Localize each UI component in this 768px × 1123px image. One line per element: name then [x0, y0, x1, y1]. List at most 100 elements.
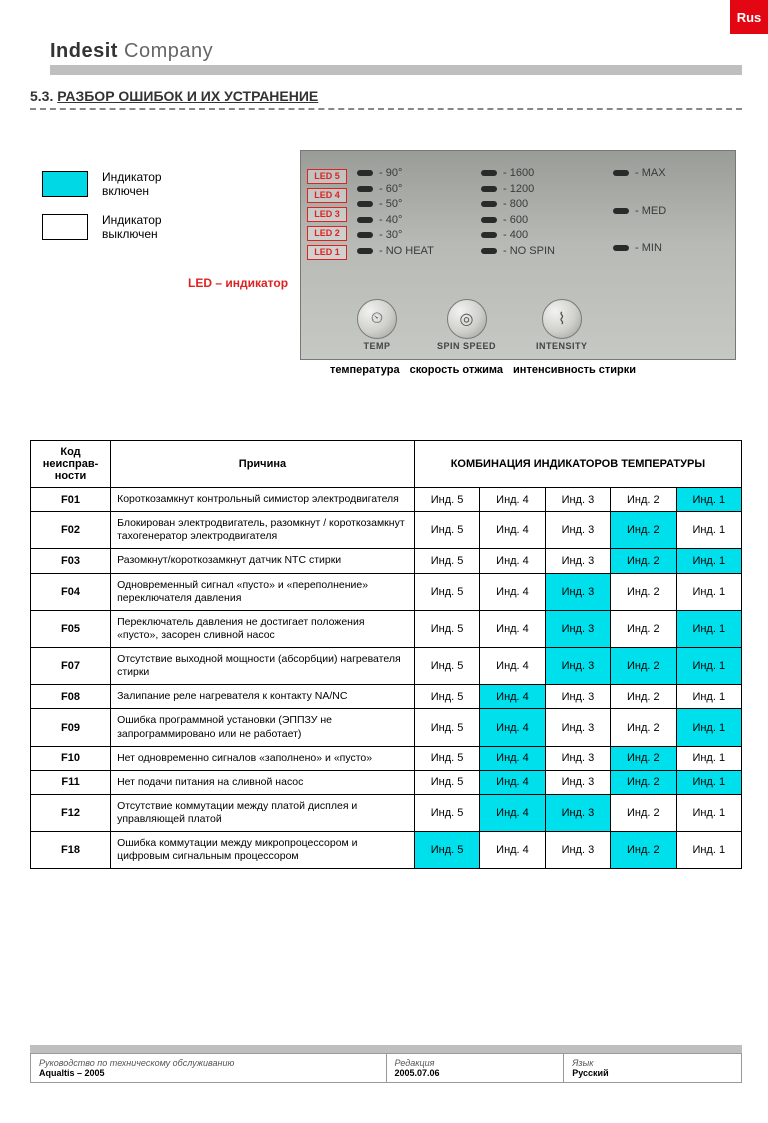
panel-value-text: - MED	[635, 205, 666, 217]
error-cause: Отсутствие выходной мощности (абсорбции)…	[111, 648, 415, 685]
error-cause: Блокирован электродвигатель, разомкнут /…	[111, 512, 415, 549]
led-dot-icon	[481, 186, 497, 192]
section-number: 5.3.	[30, 88, 53, 104]
indicator-cell: Инд. 4	[480, 512, 545, 549]
indicator-cell: Инд. 5	[414, 573, 479, 610]
footer-table: Руководство по техническому обслуживанию…	[30, 1053, 742, 1083]
knob-group: ◎ SPIN SPEED	[437, 299, 496, 351]
panel-value-row: - 1600	[481, 167, 555, 179]
legend-swatch-off	[42, 214, 88, 240]
error-cause: Переключатель давления не достигает поло…	[111, 610, 415, 647]
knob-icon: ⌇	[542, 299, 582, 339]
knob-icon: ◎	[447, 299, 487, 339]
panel-value-text: - NO HEAT	[379, 245, 434, 257]
panel-value-row: - MAX	[613, 167, 666, 179]
panel-value-row: - 1200	[481, 183, 555, 195]
led-label: LED 2	[307, 226, 347, 241]
footer-manual-label: Руководство по техническому обслуживанию	[39, 1058, 234, 1068]
indicator-cell: Инд. 2	[611, 685, 676, 709]
indicator-cell: Инд. 3	[545, 488, 610, 512]
th-cause: Причина	[111, 441, 415, 488]
footer-divider	[30, 1045, 742, 1053]
panel-value-row: - 400	[481, 229, 555, 241]
indicator-cell: Инд. 1	[676, 549, 741, 573]
table-row: F08Залипание реле нагревателя к контакту…	[31, 685, 742, 709]
indicator-cell: Инд. 1	[676, 709, 741, 746]
footer-lang: Язык Русский	[564, 1054, 742, 1083]
temp-column: - 90°- 60°- 50°- 40°- 30°- NO HEAT	[357, 167, 434, 257]
error-code: F02	[31, 512, 111, 549]
indicator-cell: Инд. 2	[611, 746, 676, 770]
error-code-table: Код неисправ-ности Причина КОМБИНАЦИЯ ИН…	[30, 440, 742, 869]
panel-value-text: - NO SPIN	[503, 245, 555, 257]
error-code: F11	[31, 770, 111, 794]
led-label-column: LED 1LED 2LED 3LED 4LED 5	[307, 169, 347, 260]
indicator-cell: Инд. 4	[480, 685, 545, 709]
indicator-cell: Инд. 2	[611, 488, 676, 512]
footer-lang-value: Русский	[572, 1068, 608, 1078]
indicator-cell: Инд. 3	[545, 512, 610, 549]
panel-value-row: - 60°	[357, 183, 434, 195]
indicator-cell: Инд. 5	[414, 610, 479, 647]
section-underline	[30, 108, 742, 110]
indicator-cell: Инд. 3	[545, 549, 610, 573]
indicator-cell: Инд. 4	[480, 794, 545, 831]
panel-value-row: - 30°	[357, 229, 434, 241]
indicator-cell: Инд. 4	[480, 770, 545, 794]
led-dot-icon	[357, 248, 373, 254]
error-cause: Залипание реле нагревателя к контакту NA…	[111, 685, 415, 709]
error-cause: Ошибка коммутации между микропроцессором…	[111, 832, 415, 869]
indicator-cell: Инд. 3	[545, 794, 610, 831]
panel-value-row: - 50°	[357, 198, 434, 210]
panel-value-row: - NO HEAT	[357, 245, 434, 257]
panel-value-text: - 30°	[379, 229, 402, 241]
led-dot-icon	[481, 170, 497, 176]
knob-label: TEMP	[363, 341, 390, 351]
indicator-cell: Инд. 5	[414, 549, 479, 573]
led-label: LED 4	[307, 188, 347, 203]
table-row: F09Ошибка программной установки (ЭППЗУ н…	[31, 709, 742, 746]
indicator-cell: Инд. 2	[611, 610, 676, 647]
th-code: Код неисправ-ности	[31, 441, 111, 488]
error-cause: Нет одновременно сигналов «заполнено» и …	[111, 746, 415, 770]
indicator-cell: Инд. 2	[611, 573, 676, 610]
error-cause: Короткозамкнут контрольный симистор элек…	[111, 488, 415, 512]
panel-value-row: - MED	[613, 205, 666, 217]
panel-value-text: - 400	[503, 229, 528, 241]
error-cause: Разомкнут/короткозамкнут датчик NTC стир…	[111, 549, 415, 573]
footer-edition-label: Редакция	[395, 1058, 435, 1068]
indicator-cell: Инд. 3	[545, 648, 610, 685]
indicator-cell: Инд. 1	[676, 685, 741, 709]
error-cause: Одновременный сигнал «пусто» и «переполн…	[111, 573, 415, 610]
footer-manual-value: Aqualtis – 2005	[39, 1068, 105, 1078]
led-dot-icon	[481, 217, 497, 223]
indicator-cell: Инд. 3	[545, 685, 610, 709]
indicator-cell: Инд. 2	[611, 549, 676, 573]
indicator-cell: Инд. 5	[414, 648, 479, 685]
led-dot-icon	[357, 186, 373, 192]
led-dot-icon	[481, 201, 497, 207]
panel-value-text: - MIN	[635, 242, 662, 254]
knob-row: ⏲TEMP◎SPIN SPEED⌇INTENSITY	[357, 299, 725, 351]
legend-swatch-on	[42, 171, 88, 197]
panel-value-row: - MIN	[613, 242, 666, 254]
indicator-cell: Инд. 1	[676, 794, 741, 831]
led-dot-icon	[613, 245, 629, 251]
intensity-column: - MAX - MED - MIN	[613, 167, 666, 276]
header-divider	[50, 65, 742, 75]
indicator-cell: Инд. 2	[611, 512, 676, 549]
indicator-cell: Инд. 2	[611, 770, 676, 794]
caption-spin: скорость отжима	[410, 364, 503, 376]
led-label: LED 1	[307, 245, 347, 260]
led-dot-icon	[357, 217, 373, 223]
legend-on: Индикатор включен	[42, 170, 162, 199]
legend-off: Индикатор выключен	[42, 213, 162, 242]
knob-label: SPIN SPEED	[437, 341, 496, 351]
indicator-cell: Инд. 3	[545, 573, 610, 610]
footer-edition: Редакция 2005.07.06	[386, 1054, 564, 1083]
indicator-cell: Инд. 2	[611, 794, 676, 831]
indicator-cell: Инд. 4	[480, 488, 545, 512]
table-row: F05Переключатель давления не достигает п…	[31, 610, 742, 647]
indicator-cell: Инд. 4	[480, 610, 545, 647]
indicator-cell: Инд. 5	[414, 794, 479, 831]
